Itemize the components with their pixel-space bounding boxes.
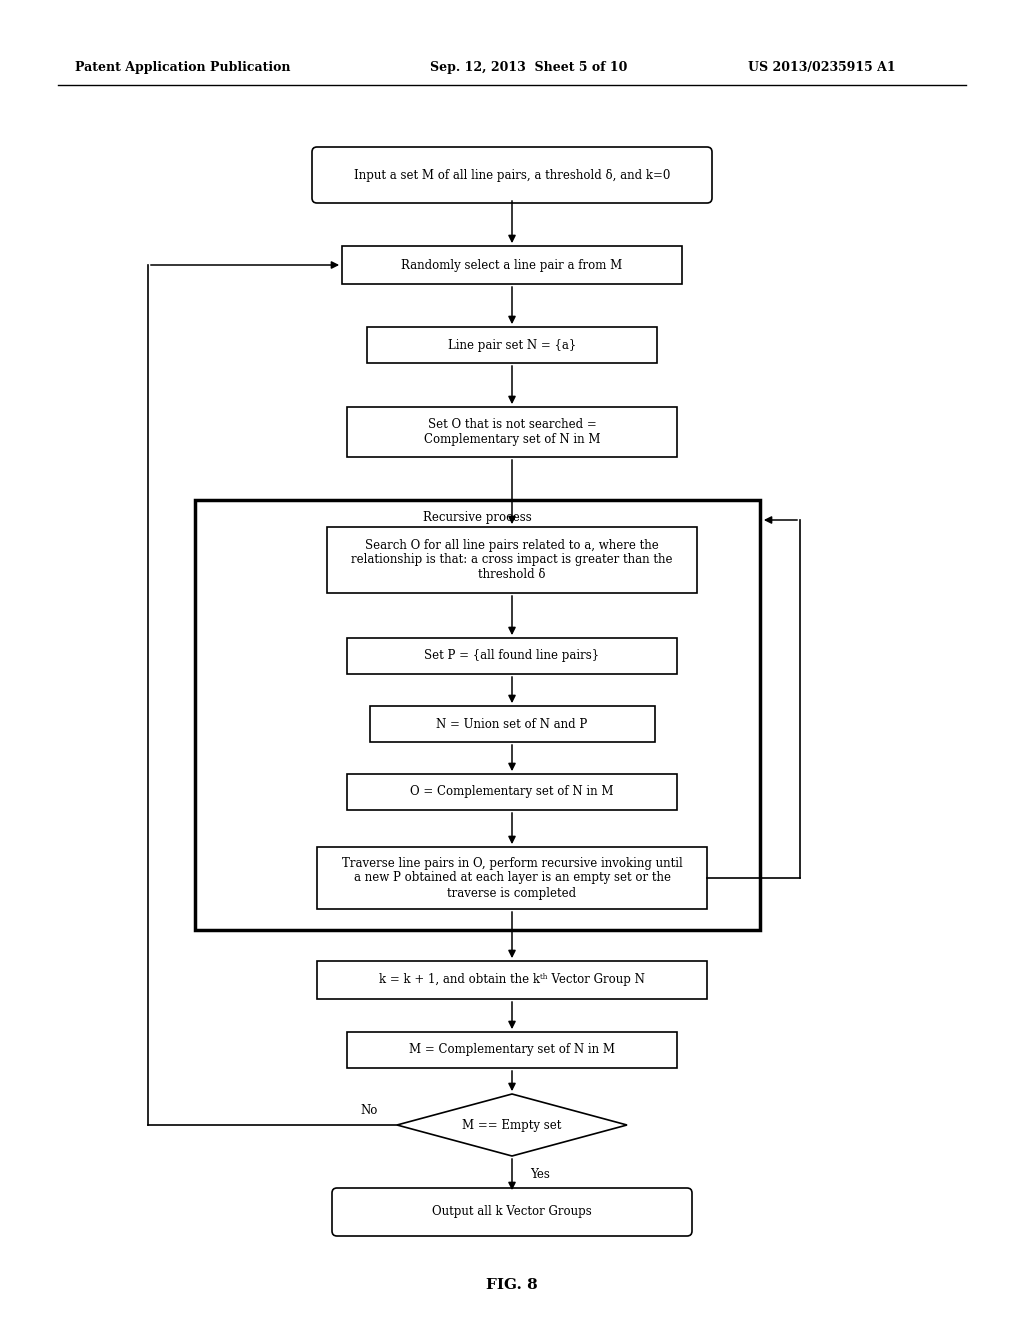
Text: FIG. 8: FIG. 8 [486, 1278, 538, 1292]
FancyBboxPatch shape [347, 638, 677, 675]
FancyBboxPatch shape [370, 706, 654, 742]
Text: Patent Application Publication: Patent Application Publication [75, 62, 291, 74]
Text: US 2013/0235915 A1: US 2013/0235915 A1 [748, 62, 896, 74]
FancyBboxPatch shape [312, 147, 712, 203]
FancyBboxPatch shape [347, 774, 677, 810]
Text: Input a set M of all line pairs, a threshold δ, and k=0: Input a set M of all line pairs, a thres… [354, 169, 670, 181]
FancyBboxPatch shape [317, 961, 707, 999]
FancyBboxPatch shape [347, 1032, 677, 1068]
Text: O = Complementary set of N in M: O = Complementary set of N in M [411, 785, 613, 799]
Text: Randomly select a line pair a from M: Randomly select a line pair a from M [401, 259, 623, 272]
FancyBboxPatch shape [317, 847, 707, 909]
Text: k = k + 1, and obtain the kᵗʰ Vector Group N: k = k + 1, and obtain the kᵗʰ Vector Gro… [379, 974, 645, 986]
Text: M == Empty set: M == Empty set [462, 1118, 562, 1131]
FancyBboxPatch shape [367, 327, 657, 363]
Text: Output all k Vector Groups: Output all k Vector Groups [432, 1205, 592, 1218]
FancyBboxPatch shape [332, 1188, 692, 1236]
Text: Sep. 12, 2013  Sheet 5 of 10: Sep. 12, 2013 Sheet 5 of 10 [430, 62, 628, 74]
Text: Yes: Yes [530, 1168, 550, 1181]
Text: Search O for all line pairs related to a, where the
relationship is that: a cros: Search O for all line pairs related to a… [351, 539, 673, 582]
Text: M = Complementary set of N in M: M = Complementary set of N in M [409, 1044, 615, 1056]
Text: Recursive process: Recursive process [423, 511, 531, 524]
Text: No: No [360, 1104, 378, 1117]
Text: N = Union set of N and P: N = Union set of N and P [436, 718, 588, 730]
FancyBboxPatch shape [347, 407, 677, 457]
Text: Set P = {all found line pairs}: Set P = {all found line pairs} [424, 649, 600, 663]
FancyBboxPatch shape [327, 527, 697, 593]
Text: Set O that is not searched =
Complementary set of N in M: Set O that is not searched = Complementa… [424, 418, 600, 446]
FancyBboxPatch shape [195, 500, 760, 931]
Polygon shape [397, 1094, 627, 1156]
FancyBboxPatch shape [342, 246, 682, 284]
Text: Traverse line pairs in O, perform recursive invoking until
a new P obtained at e: Traverse line pairs in O, perform recurs… [342, 857, 682, 899]
Text: Line pair set N = {a}: Line pair set N = {a} [447, 338, 577, 351]
